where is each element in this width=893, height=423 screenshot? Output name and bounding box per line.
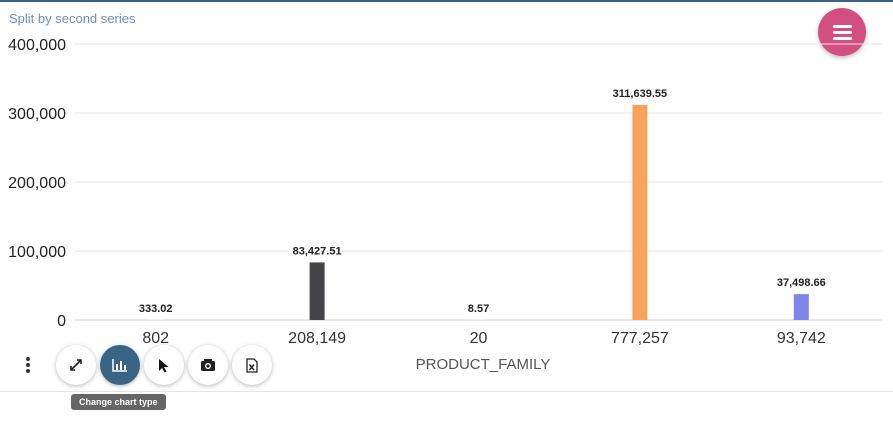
x-tick-label: 777,257 — [611, 330, 669, 345]
bar-chart: 0 100,000 200,000 300,000 400,000 333.02 802 83… — [8, 37, 882, 345]
x-tick-label: 93,742 — [777, 330, 826, 345]
cursor-icon — [159, 358, 169, 372]
divider — [0, 391, 893, 392]
chart-toolbar — [0, 345, 300, 385]
y-tick-label: 400,000 — [8, 37, 66, 54]
change-chart-type-button[interactable] — [100, 345, 140, 385]
x-axis-title: PRODUCT_FAMILY — [415, 356, 551, 373]
bar[interactable] — [793, 294, 809, 320]
camera-icon — [201, 359, 215, 371]
bar[interactable] — [471, 319, 486, 321]
select-button[interactable] — [144, 345, 184, 385]
data-label: 37,498.66 — [777, 277, 826, 289]
screenshot-button[interactable] — [188, 345, 228, 385]
y-tick-label: 300,000 — [8, 106, 66, 123]
kebab-icon[interactable] — [20, 354, 36, 376]
x-tick-label: 20 — [470, 330, 488, 345]
y-tick-label: 100,000 — [8, 244, 66, 261]
bar-chart-icon — [112, 359, 127, 372]
expand-icon — [70, 359, 82, 371]
data-label: 8.57 — [468, 303, 489, 315]
bar[interactable] — [309, 262, 325, 320]
chart-menu-button[interactable] — [818, 8, 866, 56]
fullscreen-button[interactable] — [56, 345, 96, 385]
data-label: 83,427.51 — [293, 245, 342, 257]
export-excel-button[interactable] — [232, 345, 272, 385]
y-tick-label: 0 — [57, 313, 66, 330]
tooltip: Change chart type — [71, 394, 166, 410]
excel-icon — [246, 357, 258, 373]
hamburger-icon — [832, 24, 852, 40]
y-tick-label: 200,000 — [8, 175, 66, 192]
top-accent-bar — [0, 0, 893, 2]
data-label: 333.02 — [139, 303, 173, 315]
x-tick-label: 208,149 — [288, 330, 346, 345]
bar[interactable] — [632, 104, 648, 320]
x-tick-label: 802 — [142, 330, 169, 345]
chart-subtitle: Split by second series — [9, 11, 136, 26]
data-label: 311,639.55 — [613, 88, 667, 100]
bar[interactable] — [148, 319, 164, 321]
